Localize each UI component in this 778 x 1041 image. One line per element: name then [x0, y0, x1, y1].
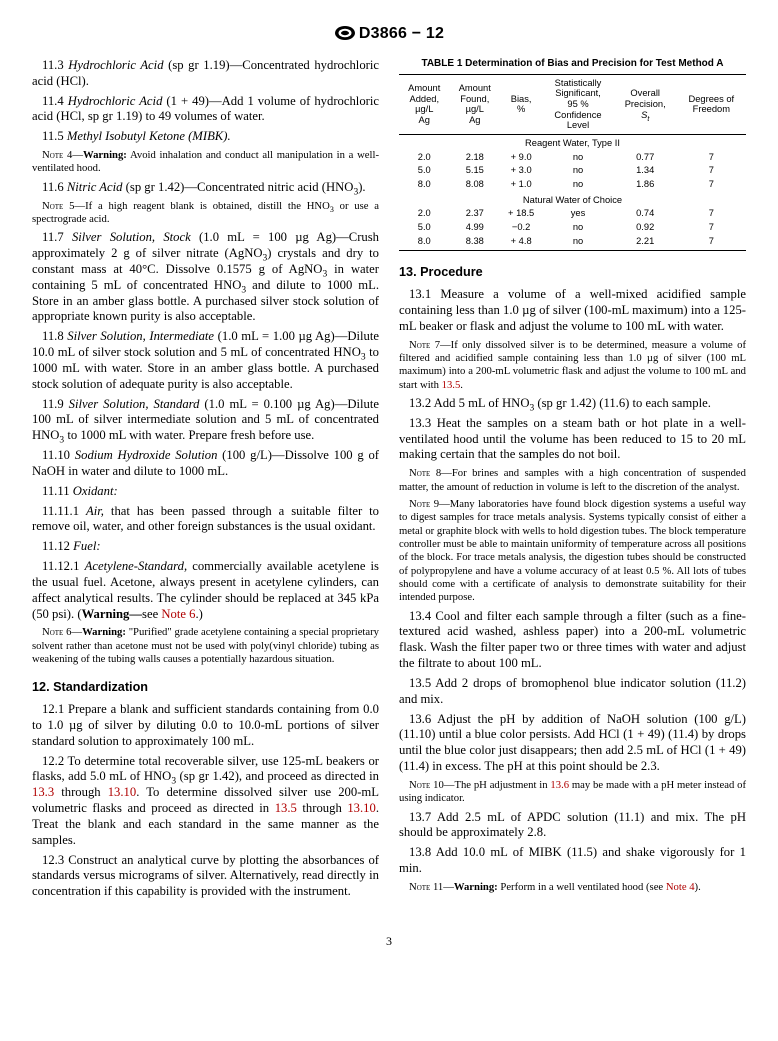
- table-cell: + 18.5: [500, 207, 542, 221]
- link-13-5[interactable]: 13.5: [275, 801, 297, 815]
- link-13-10[interactable]: 13.10: [108, 785, 136, 799]
- table-cell: −0.2: [500, 221, 542, 235]
- note-7: Note 7—If only dissolved silver is to be…: [399, 339, 746, 392]
- note-6: Note 6—Warning: "Purified" grade acetyle…: [32, 626, 379, 666]
- table-row: 2.02.37+ 18.5yes0.747: [399, 207, 746, 221]
- table-cell: 7: [677, 151, 746, 165]
- table-cell: 0.92: [614, 221, 677, 235]
- table-cell: no: [542, 178, 614, 192]
- para-11-12: 11.12 Fuel:: [32, 539, 379, 555]
- para-12-1: 12.1 Prepare a blank and sufficient stan…: [32, 702, 379, 749]
- para-12-2: 12.2 To determine total recoverable silv…: [32, 754, 379, 849]
- table-row: 8.08.38+ 4.8no2.217: [399, 235, 746, 251]
- table-cell: no: [542, 221, 614, 235]
- table-cell: + 3.0: [500, 164, 542, 178]
- page-number: 3: [32, 934, 746, 949]
- astm-logo-icon: [334, 25, 356, 41]
- table-cell: 5.15: [450, 164, 501, 178]
- note-10: Note 10—The pH adjustment in 13.6 may be…: [399, 779, 746, 806]
- link-13-3[interactable]: 13.3: [32, 785, 54, 799]
- table-cell: 8.0: [399, 235, 450, 251]
- link-note10-13-6[interactable]: 13.6: [550, 780, 569, 791]
- note-4: Note 4—Warning: Avoid inhalation and con…: [32, 149, 379, 176]
- para-12-3: 12.3 Construct an analytical curve by pl…: [32, 853, 379, 900]
- col-dof: Degrees ofFreedom: [677, 74, 746, 135]
- para-11-8: 11.8 Silver Solution, Intermediate (1.0 …: [32, 329, 379, 392]
- table-row: 2.02.18+ 9.0no0.777: [399, 151, 746, 165]
- para-13-7: 13.7 Add 2.5 mL of APDC solution (11.1) …: [399, 810, 746, 842]
- table-cell: 4.99: [450, 221, 501, 235]
- para-13-6: 13.6 Adjust the pH by addition of NaOH s…: [399, 712, 746, 775]
- para-11-4: 11.4 Hydrochloric Acid (1 + 49)—Add 1 vo…: [32, 94, 379, 126]
- col-precision: OverallPrecision,St: [614, 74, 677, 135]
- table-cell: + 4.8: [500, 235, 542, 251]
- para-11-7: 11.7 Silver Solution, Stock (1.0 mL = 10…: [32, 230, 379, 325]
- table-row: 8.08.08+ 1.0no1.867: [399, 178, 746, 192]
- para-13-2: 13.2 Add 5 mL of HNO3 (sp gr 1.42) (11.6…: [399, 396, 746, 412]
- table-cell: 2.18: [450, 151, 501, 165]
- link-13-10b[interactable]: 13.10: [347, 801, 375, 815]
- table-cell: 7: [677, 235, 746, 251]
- note-9: Note 9—Many laboratories have found bloc…: [399, 498, 746, 605]
- table-cell: 7: [677, 164, 746, 178]
- para-13-1: 13.1 Measure a volume of a well-mixed ac…: [399, 287, 746, 334]
- para-11-11-1: 11.11.1 Air, that has been passed throug…: [32, 504, 379, 536]
- table-cell: 1.34: [614, 164, 677, 178]
- link-note-6[interactable]: Note 6: [161, 607, 195, 621]
- table-1: TABLE 1 Determination of Bias and Precis…: [399, 58, 746, 251]
- doc-designation: D3866 − 12: [359, 25, 444, 42]
- table-row: 5.04.99−0.2no0.927: [399, 221, 746, 235]
- heading-13: 13. Procedure: [399, 265, 746, 281]
- table-cell: no: [542, 151, 614, 165]
- col-stat-sig: StatisticallySignificant,95 %ConfidenceL…: [542, 74, 614, 135]
- table-cell: 2.0: [399, 207, 450, 221]
- table-header-row: AmountAdded,µg/LAg AmountFound,µg/LAg Bi…: [399, 74, 746, 135]
- para-11-9: 11.9 Silver Solution, Standard (1.0 mL =…: [32, 397, 379, 444]
- table-cell: 7: [677, 207, 746, 221]
- para-13-8: 13.8 Add 10.0 mL of MIBK (11.5) and shak…: [399, 845, 746, 877]
- note-5: Note 5—If a high reagent blank is obtain…: [32, 200, 379, 227]
- table-cell: 5.0: [399, 164, 450, 178]
- table-cell: 2.21: [614, 235, 677, 251]
- para-11-10: 11.10 Sodium Hydroxide Solution (100 g/L…: [32, 448, 379, 480]
- para-13-5: 13.5 Add 2 drops of bromophenol blue ind…: [399, 676, 746, 708]
- table-cell: + 1.0: [500, 178, 542, 192]
- col-amount-added: AmountAdded,µg/LAg: [399, 74, 450, 135]
- table-cell: 7: [677, 178, 746, 192]
- link-note11-note4[interactable]: Note 4: [666, 882, 695, 893]
- table-cell: 1.86: [614, 178, 677, 192]
- table-cell: 0.77: [614, 151, 677, 165]
- para-11-6: 11.6 Nitric Acid (sp gr 1.42)—Concentrat…: [32, 180, 379, 196]
- col-bias: Bias,%: [500, 74, 542, 135]
- table-cell: 8.08: [450, 178, 501, 192]
- table-section-1: Reagent Water, Type II: [399, 135, 746, 151]
- link-note7-13-5[interactable]: 13.5: [442, 380, 461, 391]
- table-section-2: Natural Water of Choice: [399, 192, 746, 208]
- note-8: Note 8—For brines and samples with a hig…: [399, 467, 746, 494]
- table-cell: yes: [542, 207, 614, 221]
- table-cell: 0.74: [614, 207, 677, 221]
- table-cell: + 9.0: [500, 151, 542, 165]
- para-13-3: 13.3 Heat the samples on a steam bath or…: [399, 416, 746, 463]
- note-11: Note 11—Warning: Perform in a well venti…: [399, 881, 746, 894]
- table-1-title: TABLE 1 Determination of Bias and Precis…: [399, 58, 746, 71]
- table-cell: no: [542, 235, 614, 251]
- table-cell: 7: [677, 221, 746, 235]
- para-11-3: 11.3 Hydrochloric Acid (sp gr 1.19)—Conc…: [32, 58, 379, 90]
- table-cell: 2.37: [450, 207, 501, 221]
- doc-header: D3866 − 12: [32, 24, 746, 44]
- table-cell: 8.38: [450, 235, 501, 251]
- para-13-4: 13.4 Cool and filter each sample through…: [399, 609, 746, 672]
- table-cell: 8.0: [399, 178, 450, 192]
- table-row: 5.05.15+ 3.0no1.347: [399, 164, 746, 178]
- para-11-5: 11.5 Methyl Isobutyl Ketone (MIBK).: [32, 129, 379, 145]
- table-cell: 2.0: [399, 151, 450, 165]
- heading-12: 12. Standardization: [32, 680, 379, 696]
- para-11-12-1: 11.12.1 Acetylene-Standard, commercially…: [32, 559, 379, 622]
- para-11-11: 11.11 Oxidant:: [32, 484, 379, 500]
- table-cell: 5.0: [399, 221, 450, 235]
- col-amount-found: AmountFound,µg/LAg: [450, 74, 501, 135]
- table-cell: no: [542, 164, 614, 178]
